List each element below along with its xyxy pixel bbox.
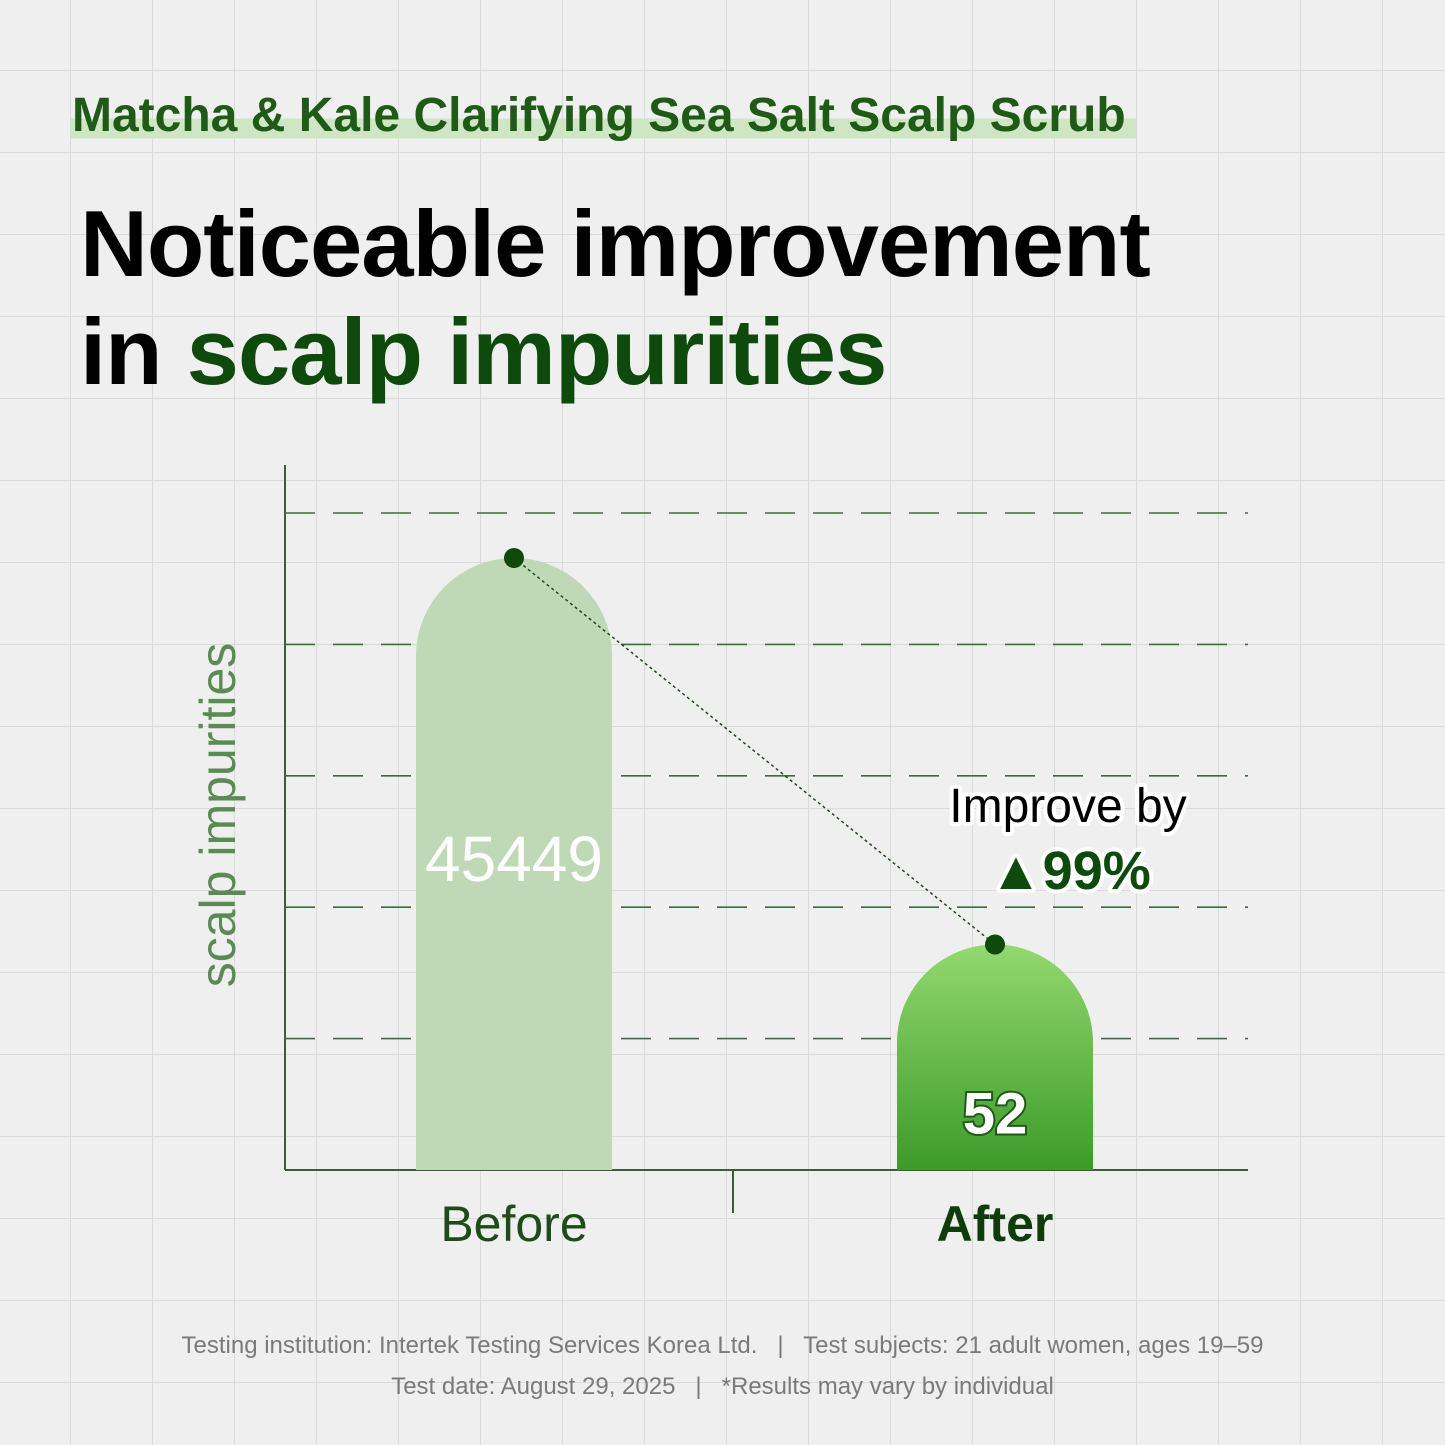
x-tick-label: Before <box>440 1196 587 1252</box>
subtitle: Matcha & Kale Clarifying Sea Salt Scalp … <box>70 88 1136 143</box>
footnote: Test date: August 29, 2025 | *Results ma… <box>391 1373 1054 1400</box>
value-label: 45449 <box>425 823 603 895</box>
point <box>985 934 1005 955</box>
connector <box>513 557 996 946</box>
annotation: Improve by <box>949 780 1186 833</box>
annotation: ▲99% <box>989 841 1151 901</box>
y-axis-label: scalp impurities <box>190 643 246 988</box>
title-line: Noticeable improvement <box>80 191 1151 296</box>
bar <box>897 944 1093 1170</box>
title: Noticeable improvement in scalp impuritie… <box>80 190 1151 406</box>
value-label: 52 <box>963 1081 1028 1146</box>
title-highlight: scalp impurities <box>186 299 888 404</box>
x-tick-label: After <box>937 1196 1054 1252</box>
footnote: Testing institution: Intertek Testing Se… <box>181 1332 1264 1359</box>
bar <box>416 558 612 1170</box>
point <box>504 548 524 569</box>
title-lead: in <box>80 299 163 404</box>
